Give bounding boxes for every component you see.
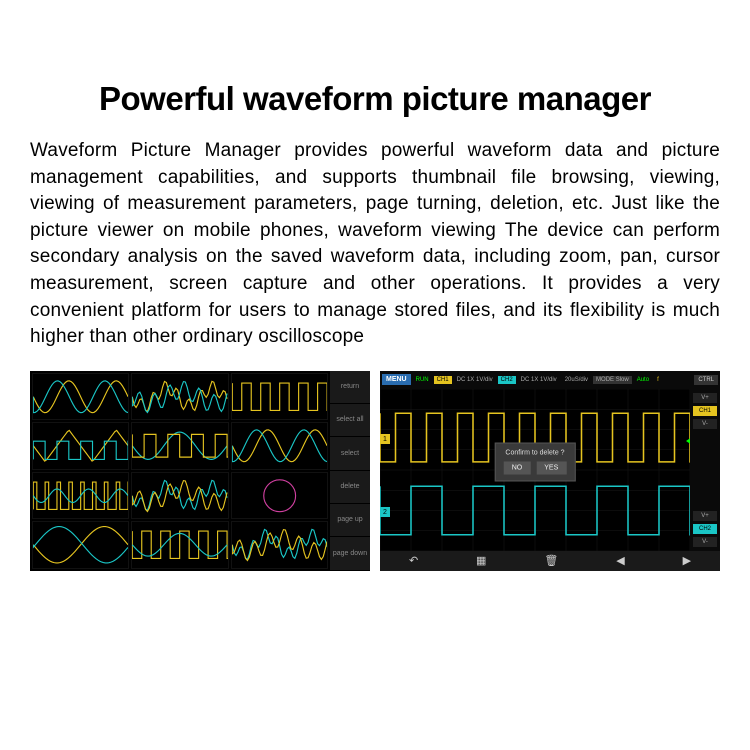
- timebase: 20uS/div: [562, 376, 591, 384]
- waveform-thumbnail[interactable]: [131, 472, 228, 520]
- trash-icon[interactable]: 🗑: [544, 554, 558, 567]
- ch2-info: DC 1X 1V/div: [518, 376, 560, 384]
- menu-button[interactable]: MENU: [382, 374, 411, 385]
- waveform-thumbnail[interactable]: [131, 521, 228, 569]
- thumbnail-sidebar: returnselect allselectdeletepage uppage …: [330, 371, 370, 571]
- sidebar-select-button[interactable]: select: [330, 437, 370, 470]
- waveform-thumbnail[interactable]: [32, 521, 129, 569]
- waveform-thumbnail[interactable]: [32, 472, 129, 520]
- waveform-thumbnail[interactable]: [131, 422, 228, 470]
- trigger-mode: Auto: [634, 376, 652, 384]
- scope-right-sidebar: V+ CH1 V- V+ CH2 V-: [690, 389, 720, 551]
- back-icon[interactable]: ↶: [409, 554, 418, 567]
- ch2-select-button[interactable]: CH2: [693, 524, 717, 534]
- next-icon[interactable]: ▶: [683, 554, 691, 567]
- scope-canvas: 1 2 Confirm to delete ? NO YES: [380, 389, 690, 551]
- ch2-chip[interactable]: CH2: [498, 376, 516, 384]
- scope-bottombar: ↶ ▦ 🗑 ◀ ▶: [380, 551, 720, 571]
- grid-icon[interactable]: ▦: [476, 554, 486, 567]
- ch1-chip[interactable]: CH1: [434, 376, 452, 384]
- waveform-thumbnail[interactable]: [32, 422, 129, 470]
- waveform-thumbnail[interactable]: [32, 373, 129, 421]
- sidebar-delete-button[interactable]: delete: [330, 471, 370, 504]
- sidebar-select-all-button[interactable]: select all: [330, 404, 370, 437]
- scope-topbar: MENU RUN CH1 DC 1X 1V/div CH2 DC 1X 1V/d…: [380, 371, 720, 389]
- waveform-thumbnail[interactable]: [231, 373, 328, 421]
- waveform-thumbnail[interactable]: [131, 373, 228, 421]
- vminus-button-2[interactable]: V-: [693, 537, 717, 547]
- ch2-marker: 2: [380, 507, 390, 517]
- vplus-button-2[interactable]: V+: [693, 511, 717, 521]
- vminus-button[interactable]: V-: [693, 419, 717, 429]
- scope-screenshot: MENU RUN CH1 DC 1X 1V/div CH2 DC 1X 1V/d…: [380, 371, 720, 571]
- confirm-dialog: Confirm to delete ? NO YES: [495, 442, 576, 481]
- ch1-marker: 1: [380, 434, 390, 444]
- page-title: Powerful waveform picture manager: [30, 80, 720, 118]
- sidebar-page-up-button[interactable]: page up: [330, 504, 370, 537]
- sidebar-page-down-button[interactable]: page down: [330, 537, 370, 570]
- description-text: Waveform Picture Manager provides powerf…: [30, 138, 720, 351]
- ctrl-button[interactable]: CTRL: [694, 375, 718, 385]
- dialog-yes-button[interactable]: YES: [536, 461, 566, 474]
- mode-chip[interactable]: MODE Slow: [593, 376, 632, 384]
- waveform-thumbnail[interactable]: [231, 422, 328, 470]
- prev-icon[interactable]: ◀: [616, 554, 624, 567]
- vplus-button[interactable]: V+: [693, 393, 717, 403]
- thumbnail-manager-screenshot: returnselect allselectdeletepage uppage …: [30, 371, 370, 571]
- dialog-title: Confirm to delete ?: [504, 449, 567, 456]
- thumbnail-grid: [30, 371, 330, 571]
- ch1-select-button[interactable]: CH1: [693, 406, 717, 416]
- waveform-thumbnail[interactable]: [231, 521, 328, 569]
- run-status: RUN: [413, 376, 432, 384]
- sidebar-return-button[interactable]: return: [330, 371, 370, 404]
- ch1-info: DC 1X 1V/div: [454, 376, 496, 384]
- waveform-thumbnail[interactable]: [231, 472, 328, 520]
- dialog-no-button[interactable]: NO: [504, 461, 531, 474]
- freq-label: f: [654, 376, 662, 384]
